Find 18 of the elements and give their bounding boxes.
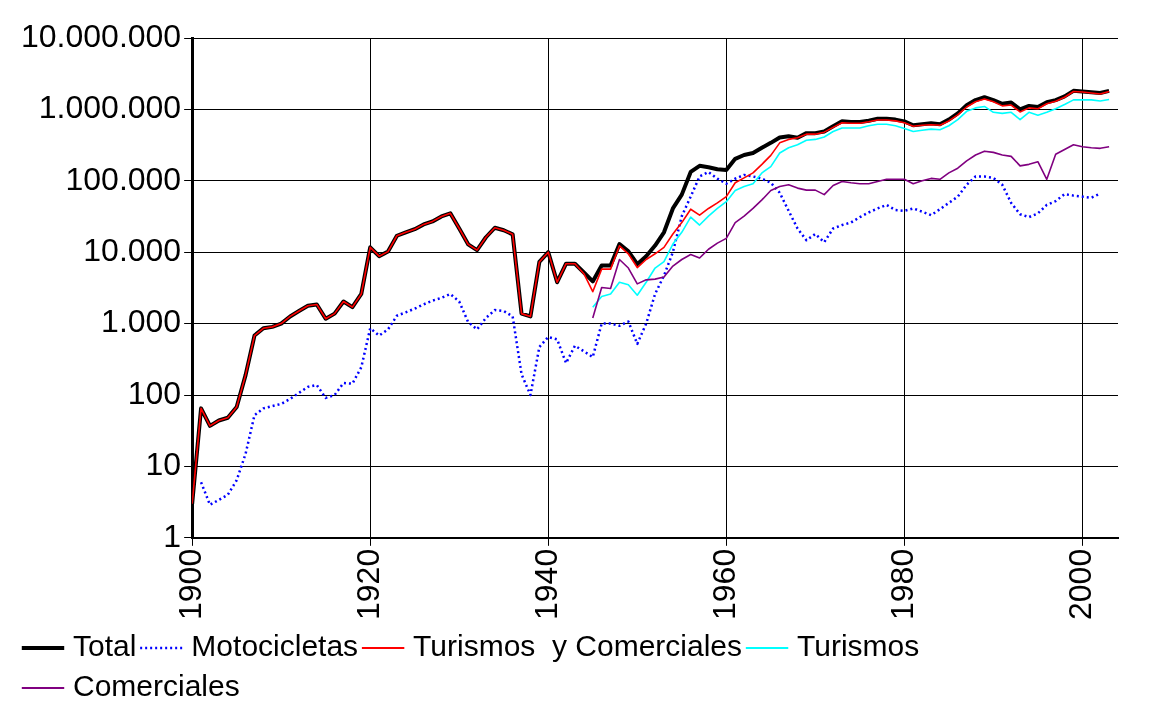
x-tick-label: 1920 [350,548,387,620]
legend-label: Total [73,629,137,663]
legend-label: Comerciales [73,669,240,703]
x-tick-label: 1900 [171,548,208,620]
y-tick-label: 1.000 [101,303,182,340]
y-tick-label: 100 [127,374,182,411]
x-tick-label: 1960 [706,548,743,620]
y-tick-label: 1.000.000 [38,89,182,126]
y-tick-label: 10.000 [83,232,182,269]
legend-label: Turismos [797,629,920,663]
legend-label: Turismos y Comerciales [413,629,743,663]
legend-label: Motocicletas [191,629,359,663]
y-tick-label: 10.000.000 [21,17,182,54]
x-tick-label: 1980 [884,548,921,620]
y-tick-label: 100.000 [65,160,182,197]
x-tick-label: 2000 [1062,548,1099,620]
y-tick-label: 10 [145,446,182,483]
x-tick-label: 1940 [528,548,565,620]
